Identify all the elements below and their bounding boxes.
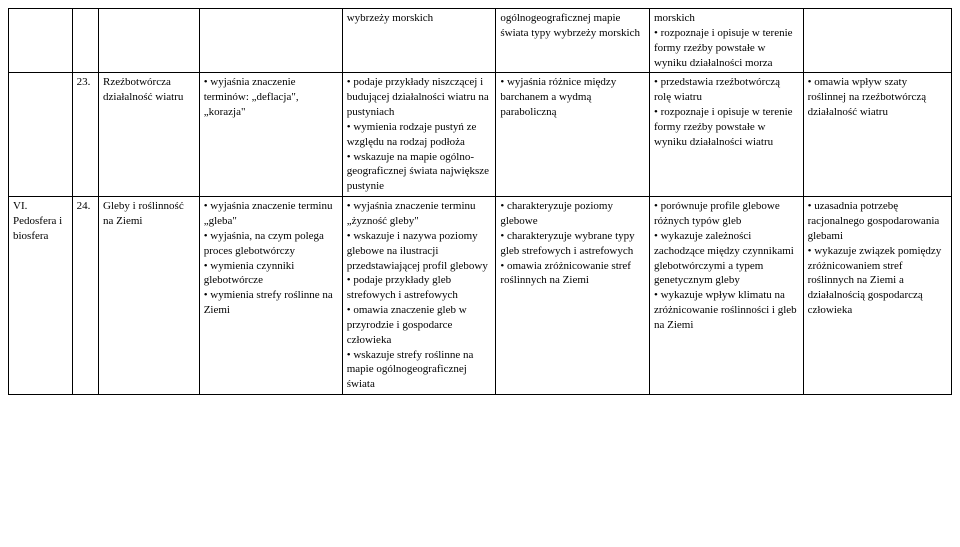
table-cell xyxy=(99,9,200,73)
table-cell: • omawia wpływ szaty roślinnej na rzeźbo… xyxy=(803,73,951,197)
table-cell: • wyjaśnia znaczenie terminu „gleba"• wy… xyxy=(199,197,342,395)
table-cell: • przedstawia rzeźbotwórczą rolę wiatru•… xyxy=(649,73,803,197)
table-cell xyxy=(72,9,98,73)
table-cell: • charakteryzuje poziomy glebowe• charak… xyxy=(496,197,650,395)
table-row: 23.Rzeźbotwórcza działalność wiatru• wyj… xyxy=(9,73,952,197)
table-cell: Rzeźbotwórcza działalność wiatru xyxy=(99,73,200,197)
table-cell: • porównuje profile glebowe różnych typó… xyxy=(649,197,803,395)
table-cell xyxy=(9,73,73,197)
table-row: VI. Pedosfera i biosfera24.Gleby i rośli… xyxy=(9,197,952,395)
curriculum-table: wybrzeży morskichogólnogeograficznej map… xyxy=(8,8,952,395)
table-cell xyxy=(199,9,342,73)
table-cell: • wyjaśnia znaczenie terminów: „deflacja… xyxy=(199,73,342,197)
table-cell: 24. xyxy=(72,197,98,395)
table-cell: VI. Pedosfera i biosfera xyxy=(9,197,73,395)
table-cell xyxy=(9,9,73,73)
table-cell: ogólnogeograficznej mapie świata typy wy… xyxy=(496,9,650,73)
table-cell: wybrzeży morskich xyxy=(342,9,496,73)
table-cell: • uzasadnia potrzebę racjonalnego gospod… xyxy=(803,197,951,395)
table-cell: • wyjaśnia znaczenie terminu „żyzność gl… xyxy=(342,197,496,395)
table-cell xyxy=(803,9,951,73)
table-row: wybrzeży morskichogólnogeograficznej map… xyxy=(9,9,952,73)
table-cell: Gleby i roślinność na Ziemi xyxy=(99,197,200,395)
table-cell: 23. xyxy=(72,73,98,197)
table-cell: • wyjaśnia różnice między barchanem a wy… xyxy=(496,73,650,197)
table-cell: morskich• rozpoznaje i opisuje w terenie… xyxy=(649,9,803,73)
table-cell: • podaje przykłady niszczącej i budujące… xyxy=(342,73,496,197)
